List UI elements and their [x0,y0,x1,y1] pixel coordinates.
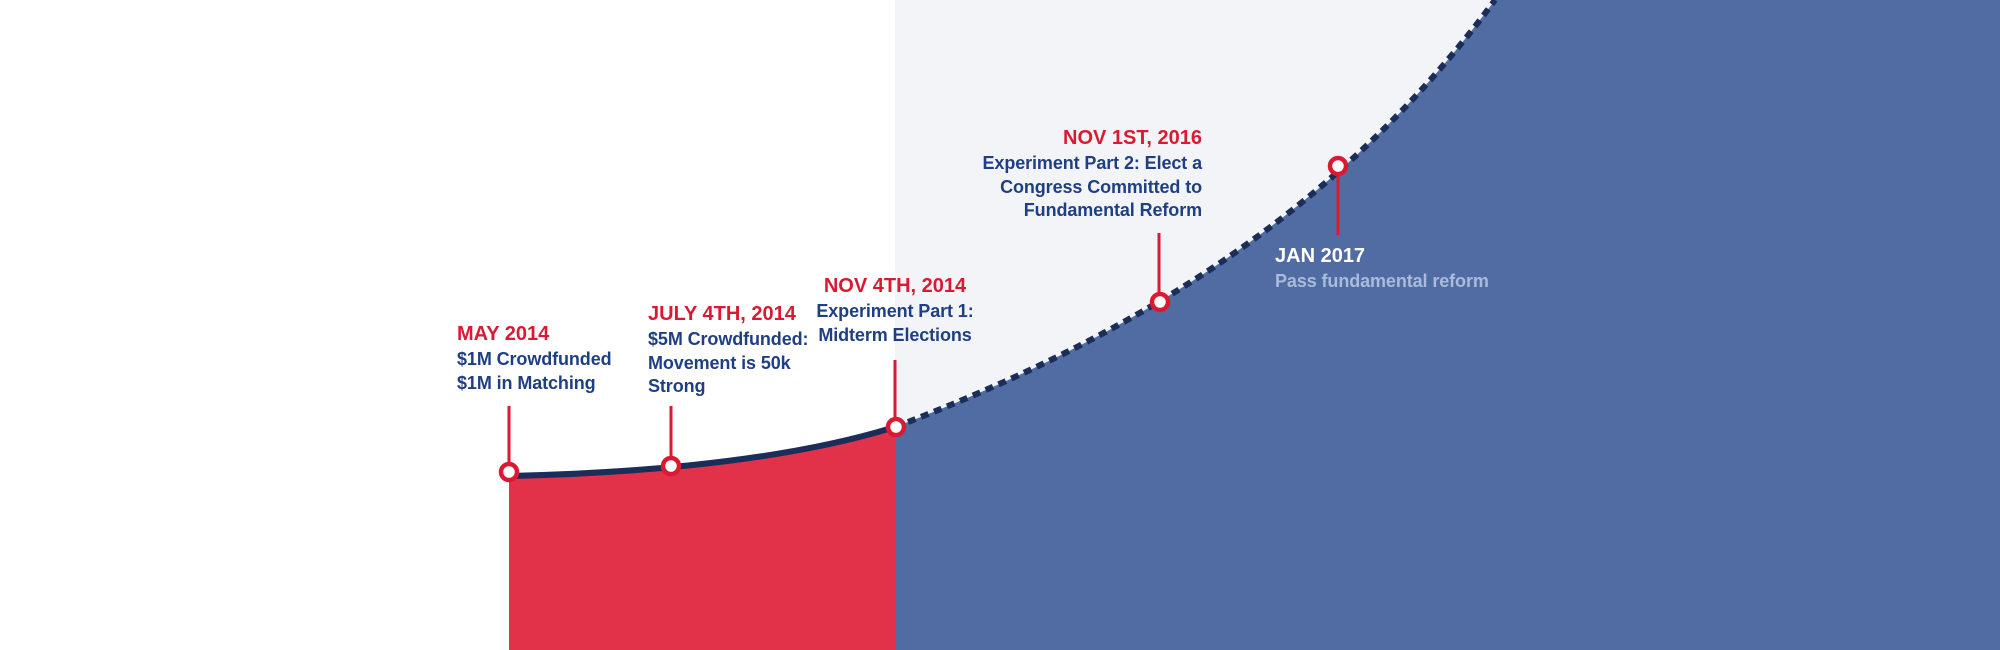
milestone-description-line: Strong [648,376,706,396]
milestone-description-line: Congress Committed to [1000,176,1202,197]
milestone-marker-may-2014 [498,461,520,483]
milestone-date: MAY 2014 [457,323,550,345]
milestone-date: NOV 1ST, 2016 [1063,127,1202,149]
milestone-date: JULY 4TH, 2014 [648,303,796,325]
milestone-jan-2017: JAN 2017 Pass fundamental reform [1275,244,1489,294]
milestone-description-line: Midterm Elections [818,324,972,345]
past-area-fill [509,427,895,650]
milestone-description-line: Experiment Part 1: [816,301,974,321]
milestone-description-line: Fundamental Reform [1023,200,1202,220]
future-curve-dashed-line [893,0,1498,430]
future-area-fill [895,0,2000,650]
milestone-july-2014: JULY 4TH, 2014 $5M Crowdfunded: Movement… [648,302,809,399]
milestone-description-line: $1M Crowdfunded [457,349,612,369]
milestone-marker-jan-2017 [1327,155,1349,177]
milestone-marker-july-2014 [660,455,682,477]
milestone-nov-2014: NOV 4TH, 2014 Experiment Part 1: Midterm… [795,274,995,347]
milestone-description-line: Experiment Part 2: Elect a [982,153,1203,173]
milestone-description-line: $5M Crowdfunded: [648,329,809,349]
milestone-description-line: Movement is 50k [648,352,791,373]
milestone-nov-2016: NOV 1ST, 2016 Experiment Part 2: Elect a… [942,126,1203,223]
past-curve-line [506,424,898,479]
milestone-description-line: $1M in Matching [457,372,596,393]
milestone-marker-nov-2014 [885,416,907,438]
milestone-description-line: Pass fundamental reform [1275,271,1489,291]
milestone-may-2014: MAY 2014 $1M Crowdfunded $1M in Matching [457,322,612,395]
milestone-date: NOV 4TH, 2014 [823,275,967,297]
milestone-marker-nov-2016 [1149,291,1171,313]
milestone-date: JAN 2017 [1275,245,1366,267]
